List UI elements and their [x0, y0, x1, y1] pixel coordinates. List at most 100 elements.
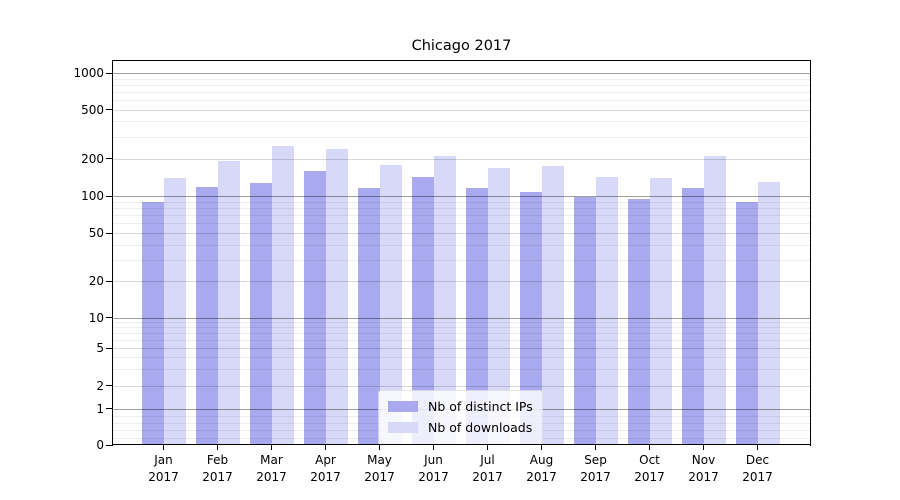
- bar-nb-of-distinct-ips-apr-2017: [303, 171, 326, 445]
- bar-nb-of-distinct-ips-may-2017: [357, 187, 380, 445]
- y-tick-label-1: 1: [96, 401, 104, 416]
- bar-nb-of-downloads-dec-2017: [757, 182, 780, 445]
- legend-swatch-distinct-ips: [388, 401, 418, 412]
- right-spine: [810, 60, 811, 446]
- x-tick-label-aug-2017: Aug 2017: [526, 453, 557, 484]
- bar-nb-of-downloads-jul-2017: [487, 167, 510, 445]
- bar-nb-of-downloads-feb-2017: [217, 160, 240, 445]
- bar-nb-of-distinct-ips-aug-2017: [519, 192, 542, 445]
- gridline-90: [112, 201, 811, 203]
- plot-area: Nb of distinct IPs Nb of downloads: [112, 60, 811, 445]
- x-tick-mark-aug-2017: [541, 445, 543, 450]
- bar-nb-of-distinct-ips-oct-2017: [627, 199, 650, 445]
- x-tick-label-sep-2017: Sep 2017: [580, 453, 611, 484]
- gridline-900: [112, 78, 811, 80]
- y-tick-mark-5: [106, 347, 112, 349]
- y-tick-mark-20: [106, 280, 112, 282]
- bar-nb-of-distinct-ips-dec-2017: [735, 201, 758, 445]
- x-tick-mark-may-2017: [379, 445, 381, 450]
- x-tick-label-dec-2017: Dec 2017: [742, 453, 773, 484]
- gridline-50: [112, 233, 811, 234]
- gridline-10: [112, 317, 811, 319]
- y-tick-mark-200: [106, 158, 112, 160]
- bar-nb-of-downloads-may-2017: [379, 164, 402, 445]
- legend-label-distinct-ips: Nb of distinct IPs: [428, 399, 533, 414]
- bar-nb-of-downloads-nov-2017: [703, 155, 726, 445]
- x-tick-label-jul-2017: Jul 2017: [472, 453, 503, 484]
- y-tick-label-1000: 1000: [73, 66, 104, 80]
- y-tick-label-50: 50: [88, 226, 104, 240]
- x-tick-mark-jun-2017: [433, 445, 435, 450]
- gridline-6: [112, 339, 811, 341]
- gridline-20: [112, 281, 811, 282]
- bar-nb-of-distinct-ips-nov-2017: [681, 187, 704, 445]
- y-tick-mark-50: [106, 232, 112, 234]
- bar-nb-of-downloads-sep-2017: [595, 177, 618, 445]
- x-tick-label-nov-2017: Nov 2017: [688, 453, 719, 484]
- bar-nb-of-downloads-apr-2017: [325, 148, 348, 445]
- y-tick-label-20: 20: [88, 274, 104, 288]
- x-tick-mark-jan-2017: [163, 445, 165, 450]
- bar-nb-of-downloads-jan-2017: [163, 178, 186, 445]
- x-tick-label-feb-2017: Feb 2017: [202, 453, 233, 484]
- legend-item-downloads: Nb of downloads: [388, 417, 533, 438]
- x-tick-mark-sep-2017: [595, 445, 597, 450]
- gridline-3: [112, 368, 811, 370]
- x-tick-mark-jul-2017: [487, 445, 489, 450]
- y-tick-mark-2: [106, 385, 112, 387]
- y-tick-mark-100: [106, 195, 112, 197]
- gridline-800: [112, 84, 811, 86]
- gridline-70: [112, 215, 811, 217]
- bar-nb-of-distinct-ips-mar-2017: [249, 183, 272, 445]
- y-tick-mark-500: [106, 109, 112, 111]
- x-tick-label-oct-2017: Oct 2017: [634, 453, 665, 484]
- gridline-600: [112, 99, 811, 101]
- x-tick-mark-oct-2017: [649, 445, 651, 450]
- y-tick-mark-10: [106, 317, 112, 319]
- gridline-40: [112, 244, 811, 246]
- x-axis-spine: [112, 444, 811, 445]
- gridline-300: [112, 136, 811, 138]
- x-tick-label-may-2017: May 2017: [364, 453, 395, 484]
- top-spine: [112, 60, 811, 61]
- gridline-200: [112, 158, 811, 160]
- gridline-400: [112, 121, 811, 123]
- y-tick-label-10: 10: [88, 310, 104, 325]
- gridline-4: [112, 357, 811, 359]
- chart-title: Chicago 2017: [411, 38, 512, 54]
- bar-nb-of-distinct-ips-sep-2017: [573, 196, 596, 445]
- gridline-30: [112, 259, 811, 261]
- x-tick-mark-dec-2017: [757, 445, 759, 450]
- x-tick-label-jan-2017: Jan 2017: [148, 453, 179, 484]
- legend-item-distinct-ips: Nb of distinct IPs: [388, 396, 533, 417]
- y-tick-label-500: 500: [81, 102, 104, 117]
- bar-nb-of-downloads-oct-2017: [649, 178, 672, 445]
- x-tick-label-apr-2017: Apr 2017: [310, 453, 341, 484]
- bar-nb-of-downloads-jun-2017: [433, 155, 456, 445]
- x-tick-label-jun-2017: Jun 2017: [418, 453, 449, 484]
- gridline-9: [112, 322, 811, 324]
- y-tick-label-200: 200: [81, 151, 104, 166]
- bar-nb-of-distinct-ips-feb-2017: [195, 187, 218, 445]
- y-tick-label-5: 5: [96, 341, 104, 355]
- gridline-2: [112, 385, 811, 387]
- y-tick-mark-0: [106, 444, 112, 446]
- x-tick-mark-feb-2017: [217, 445, 219, 450]
- gridline-7: [112, 333, 811, 335]
- y-tick-mark-1: [106, 408, 112, 410]
- gridline-500: [112, 109, 811, 111]
- bar-nb-of-downloads-mar-2017: [271, 145, 294, 445]
- gridline-100: [112, 196, 811, 197]
- legend: Nb of distinct IPs Nb of downloads: [378, 390, 543, 445]
- gridline-700: [112, 91, 811, 93]
- bar-nb-of-distinct-ips-jan-2017: [141, 201, 164, 445]
- x-tick-label-mar-2017: Mar 2017: [256, 453, 287, 484]
- y-axis-spine: [112, 60, 113, 446]
- bar-nb-of-downloads-aug-2017: [541, 166, 564, 445]
- y-tick-label-0: 0: [96, 438, 104, 452]
- gridline-60: [112, 223, 811, 225]
- gridline-1000: [112, 73, 811, 74]
- gridline-80: [112, 207, 811, 209]
- x-tick-mark-apr-2017: [325, 445, 327, 450]
